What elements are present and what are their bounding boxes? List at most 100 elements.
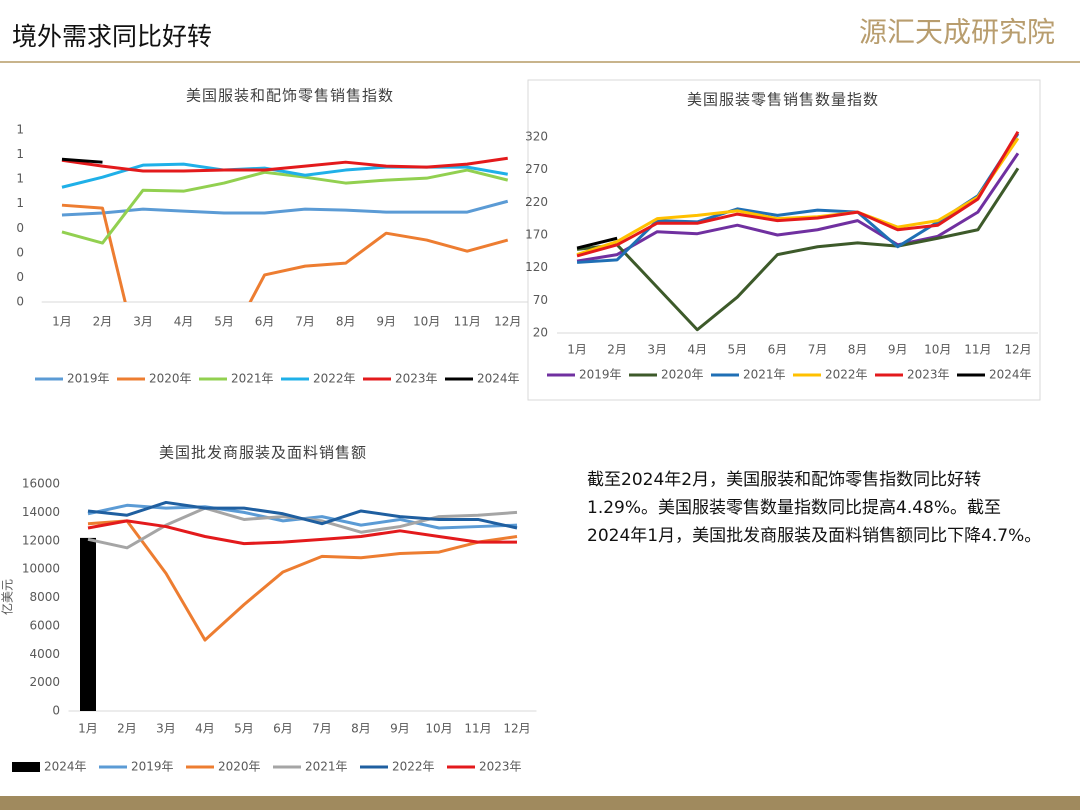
y-tick-label: 1 — [16, 172, 24, 186]
series-line — [576, 236, 618, 250]
x-tick-label: 5月 — [214, 315, 234, 329]
series-line — [87, 500, 518, 530]
y-tick-label: 1 — [16, 147, 24, 161]
legend-label: 2022年 — [392, 760, 435, 774]
x-tick-label: 2月 — [117, 722, 137, 736]
series-line — [61, 157, 103, 164]
x-tick-label: 12月 — [494, 315, 521, 329]
legend-swatch — [12, 762, 40, 772]
x-tick-label: 5月 — [234, 722, 254, 736]
x-tick-label: 11月 — [964, 343, 991, 357]
y-axis-label: 亿美元 — [0, 579, 15, 615]
x-tick-label: 9月 — [888, 343, 908, 357]
legend-label: 2020年 — [218, 760, 261, 774]
series-line — [576, 137, 1020, 257]
x-tick-label: 4月 — [174, 315, 194, 329]
series-line — [61, 156, 508, 173]
x-tick-label: 11月 — [464, 722, 491, 736]
x-tick-label: 7月 — [312, 722, 332, 736]
chart-title: 美国批发商服装及面料销售额 — [159, 444, 367, 462]
x-tick-label: 1月 — [52, 315, 72, 329]
x-tick-label: 9月 — [390, 722, 410, 736]
y-tick-label: 120 — [525, 260, 548, 274]
legend-label: 2019年 — [579, 368, 622, 382]
y-tick-label: 0 — [16, 221, 24, 235]
series-line — [61, 203, 509, 302]
y-tick-label: 0 — [52, 704, 60, 718]
x-tick-label: 11月 — [454, 315, 481, 329]
chart-title: 美国服装零售销售数量指数 — [687, 91, 879, 109]
plot — [80, 500, 518, 711]
y-tick-label: 8000 — [29, 590, 60, 604]
y-tick-label: 4000 — [29, 647, 60, 661]
series-line — [87, 519, 518, 642]
legend-label: 2023年 — [479, 760, 522, 774]
series-line — [576, 131, 1020, 258]
x-tick-label: 3月 — [647, 343, 667, 357]
footer-strip — [0, 796, 1080, 810]
legend-label: 2019年 — [131, 760, 174, 774]
legend-label: 2024年 — [44, 760, 87, 774]
series-line — [87, 519, 517, 546]
x-tick-label: 9月 — [376, 315, 396, 329]
plot — [61, 156, 509, 302]
x-tick-label: 7月 — [808, 343, 828, 357]
series-line — [576, 167, 1020, 332]
x-tick-label: 4月 — [687, 343, 707, 357]
x-tick-label: 10月 — [413, 315, 440, 329]
plot — [576, 131, 1020, 332]
legend-label: 2021年 — [743, 368, 786, 382]
x-tick-label: 5月 — [728, 343, 748, 357]
x-tick-label: 8月 — [351, 722, 371, 736]
series-line — [576, 132, 1020, 264]
legend-label: 2019年 — [67, 372, 110, 386]
commentary: 截至2024年2月，美国服装和配饰零售指数同比好转1.29%。美国服装零售数量指… — [587, 470, 1042, 546]
x-tick-label: 10月 — [425, 722, 452, 736]
y-tick-label: 0 — [16, 245, 24, 259]
bar — [80, 537, 96, 711]
legend-label: 2024年 — [989, 368, 1032, 382]
chart-frame — [527, 79, 1041, 401]
legend-label: 2024年 — [477, 372, 520, 386]
legend-label: 2021年 — [231, 372, 274, 386]
series-line — [61, 168, 509, 245]
x-tick-label: 8月 — [848, 343, 868, 357]
x-tick-label: 1月 — [78, 722, 98, 736]
x-tick-label: 3月 — [133, 315, 153, 329]
y-tick-label: 70 — [533, 293, 548, 307]
y-tick-label: 0 — [16, 270, 24, 284]
y-tick-label: 6000 — [29, 618, 60, 632]
y-tick-label: 1 — [16, 123, 24, 137]
x-tick-label: 6月 — [255, 315, 275, 329]
x-tick-label: 3月 — [156, 722, 176, 736]
x-tick-label: 12月 — [503, 722, 530, 736]
slide-title: 境外需求同比好转 — [12, 22, 212, 51]
x-tick-label: 8月 — [336, 315, 356, 329]
y-tick-label: 10000 — [22, 562, 60, 576]
logo: 源汇天成研究院 — [859, 16, 1055, 49]
legend-label: 2022年 — [313, 372, 356, 386]
x-tick-label: 4月 — [195, 722, 215, 736]
y-tick-label: 220 — [525, 195, 548, 209]
x-tick-label: 6月 — [768, 343, 788, 357]
x-tick-label: 1月 — [567, 343, 587, 357]
x-tick-label: 10月 — [924, 343, 951, 357]
y-tick-label: 170 — [525, 228, 548, 242]
legend-label: 2023年 — [907, 368, 950, 382]
chart-title: 美国服装和配饰零售销售指数 — [186, 87, 394, 105]
y-tick-label: 16000 — [22, 477, 60, 491]
y-tick-label: 320 — [525, 130, 548, 144]
y-tick-label: 20 — [533, 326, 548, 340]
y-tick-label: 1 — [16, 196, 24, 210]
y-tick-label: 14000 — [22, 505, 60, 519]
legend-label: 2020年 — [149, 372, 192, 386]
legend-label: 2023年 — [395, 372, 438, 386]
x-tick-label: 2月 — [607, 343, 627, 357]
y-tick-label: 12000 — [22, 533, 60, 547]
x-tick-label: 12月 — [1004, 343, 1031, 357]
x-tick-label: 7月 — [295, 315, 315, 329]
series-line — [576, 152, 1020, 263]
x-tick-label: 6月 — [273, 722, 293, 736]
